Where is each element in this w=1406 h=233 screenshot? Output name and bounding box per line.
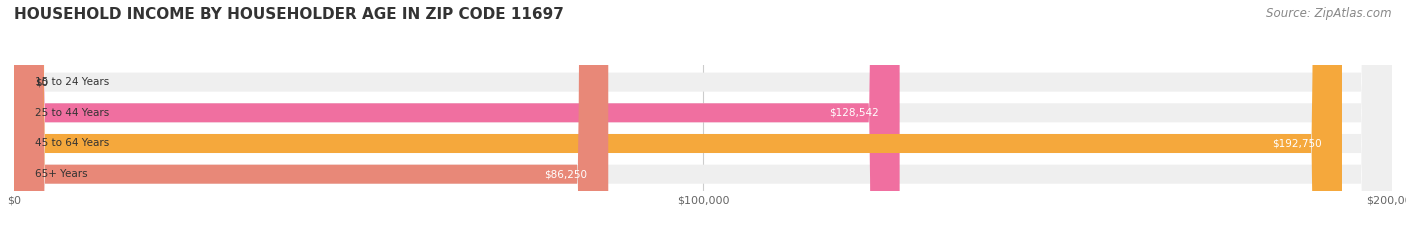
Text: HOUSEHOLD INCOME BY HOUSEHOLDER AGE IN ZIP CODE 11697: HOUSEHOLD INCOME BY HOUSEHOLDER AGE IN Z… xyxy=(14,7,564,22)
Text: $128,542: $128,542 xyxy=(830,108,879,118)
FancyBboxPatch shape xyxy=(14,0,1341,233)
FancyBboxPatch shape xyxy=(14,0,1392,233)
FancyBboxPatch shape xyxy=(14,0,609,233)
Text: 25 to 44 Years: 25 to 44 Years xyxy=(35,108,110,118)
Text: $0: $0 xyxy=(35,77,48,87)
Text: 45 to 64 Years: 45 to 64 Years xyxy=(35,138,110,148)
Text: $86,250: $86,250 xyxy=(544,169,588,179)
FancyBboxPatch shape xyxy=(14,0,1392,233)
FancyBboxPatch shape xyxy=(14,0,900,233)
FancyBboxPatch shape xyxy=(14,0,1392,233)
Text: $192,750: $192,750 xyxy=(1271,138,1322,148)
FancyBboxPatch shape xyxy=(14,0,1392,233)
Text: 65+ Years: 65+ Years xyxy=(35,169,87,179)
Text: Source: ZipAtlas.com: Source: ZipAtlas.com xyxy=(1267,7,1392,20)
Text: 15 to 24 Years: 15 to 24 Years xyxy=(35,77,110,87)
